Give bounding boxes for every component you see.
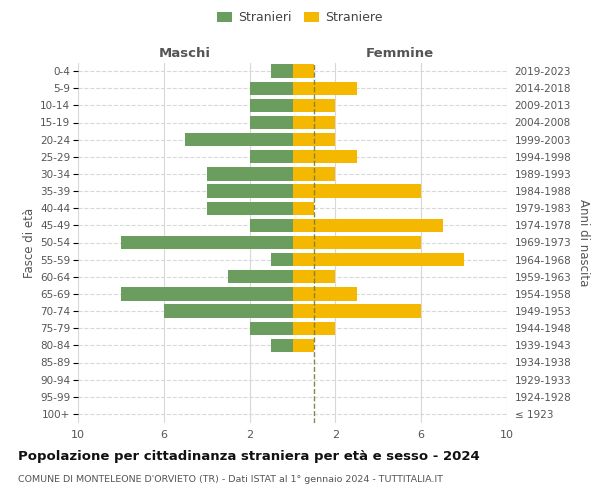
Bar	[250, 322, 293, 335]
Y-axis label: Anni di nascita: Anni di nascita	[577, 199, 590, 286]
Text: Popolazione per cittadinanza straniera per età e sesso - 2024: Popolazione per cittadinanza straniera p…	[18, 450, 480, 463]
Bar	[271, 338, 293, 352]
Bar	[293, 64, 314, 78]
Bar	[250, 218, 293, 232]
Bar	[250, 150, 293, 164]
Legend: Stranieri, Straniere: Stranieri, Straniere	[212, 6, 388, 29]
Bar	[228, 270, 293, 283]
Bar	[271, 253, 293, 266]
Text: Femmine: Femmine	[365, 47, 434, 60]
Bar	[250, 116, 293, 129]
Bar	[293, 218, 443, 232]
Bar	[250, 98, 293, 112]
Bar	[121, 236, 293, 249]
Bar	[293, 322, 335, 335]
Y-axis label: Fasce di età: Fasce di età	[23, 208, 36, 278]
Bar	[293, 202, 314, 215]
Bar	[293, 304, 421, 318]
Bar	[293, 338, 314, 352]
Bar	[185, 133, 293, 146]
Bar	[293, 184, 421, 198]
Bar	[206, 167, 293, 180]
Text: COMUNE DI MONTELEONE D'ORVIETO (TR) - Dati ISTAT al 1° gennaio 2024 - TUTTITALIA: COMUNE DI MONTELEONE D'ORVIETO (TR) - Da…	[18, 475, 443, 484]
Bar	[121, 287, 293, 300]
Bar	[271, 64, 293, 78]
Bar	[293, 82, 357, 95]
Bar	[293, 150, 357, 164]
Bar	[293, 270, 335, 283]
Bar	[293, 253, 464, 266]
Bar	[164, 304, 293, 318]
Bar	[206, 202, 293, 215]
Bar	[293, 167, 335, 180]
Bar	[293, 236, 421, 249]
Bar	[293, 98, 335, 112]
Bar	[250, 82, 293, 95]
Bar	[293, 287, 357, 300]
Bar	[293, 116, 335, 129]
Text: Maschi: Maschi	[159, 47, 211, 60]
Bar	[293, 133, 335, 146]
Bar	[206, 184, 293, 198]
